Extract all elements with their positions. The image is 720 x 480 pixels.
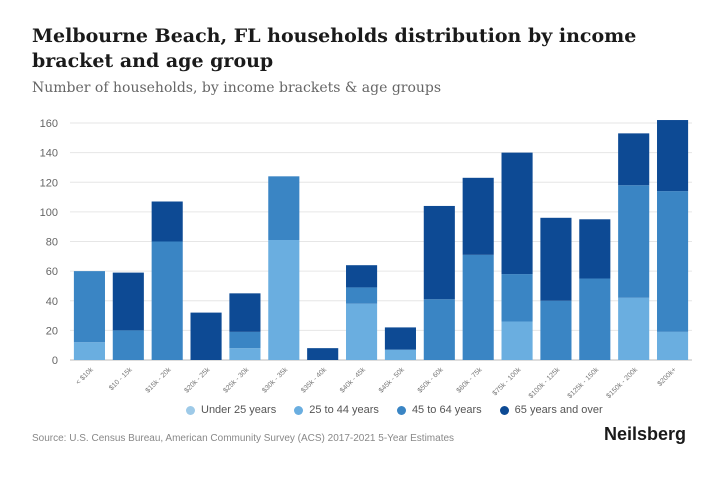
bar-segment	[151, 241, 183, 360]
x-tick-label: $45k - 50k	[378, 366, 406, 394]
y-tick-label: 100	[40, 207, 58, 219]
bar-segment	[462, 177, 494, 255]
bar-segment	[462, 254, 494, 360]
bar-segment	[268, 240, 300, 360]
x-tick-label: $15k - 20k	[145, 366, 173, 394]
legend-label: Under 25 years	[201, 404, 277, 416]
legend-swatch	[396, 405, 406, 415]
bar-segment	[657, 331, 689, 360]
bar-segment	[618, 297, 650, 360]
y-tick-label: 140	[40, 148, 58, 160]
x-tick-label: $200k+	[657, 366, 678, 387]
bar-segment	[229, 331, 261, 349]
bar-segment	[384, 349, 416, 360]
legend-label: 45 to 64 years	[411, 404, 482, 416]
y-tick-label: 120	[40, 177, 58, 189]
bar-segment	[501, 152, 533, 275]
bar-segment	[423, 299, 455, 360]
legend-swatch	[294, 405, 304, 415]
legend-label: 65 years and over	[514, 404, 603, 416]
x-tick-label: $35k - 40k	[300, 366, 328, 394]
bar-segment	[229, 348, 261, 360]
legend-swatch	[499, 405, 509, 415]
brand-logo: Neilsberg	[603, 424, 686, 444]
legend-item: 65 years and over	[499, 404, 603, 416]
chart-subtitle: Number of households, by income brackets…	[32, 80, 442, 96]
y-tick-label: 160	[40, 118, 58, 130]
bar-segment	[346, 265, 378, 288]
x-tick-label: $50k - 60k	[417, 366, 445, 394]
x-tick-label: $30k - 35k	[261, 366, 289, 394]
bar-segment	[346, 303, 378, 360]
x-tick-label: $40k - 45k	[339, 366, 367, 394]
legend-label: 25 to 44 years	[309, 404, 379, 416]
bar-segment	[657, 191, 689, 332]
bar-segment	[112, 272, 144, 331]
bar-segment	[540, 300, 572, 360]
chart-legend: Under 25 years 25 to 44 years 45 to 64 yea…	[186, 404, 606, 416]
chart-title: Melbourne Beach, FL households distribut…	[32, 25, 637, 72]
x-tick-label: $150k - 200k	[606, 366, 640, 400]
y-tick-label: 60	[46, 266, 58, 278]
bar-segment	[190, 312, 222, 360]
x-tick-label: < $10k	[75, 366, 95, 386]
bar-segment	[346, 287, 378, 304]
bar-segment	[229, 293, 261, 332]
bar-segment	[657, 120, 689, 192]
x-tick-label: $75k - 100k	[492, 366, 523, 397]
bar-segment	[268, 176, 300, 241]
x-tick-label: $125k - 150k	[567, 366, 601, 400]
bar-segment	[307, 348, 339, 360]
x-tick-label: $20k - 25k	[183, 366, 211, 394]
bar-segment	[73, 271, 105, 343]
x-tick-label: $60k - 75k	[456, 366, 484, 394]
bar-segment	[501, 321, 533, 360]
bar-segment	[423, 205, 455, 300]
legend-item: Under 25 years	[186, 404, 276, 416]
bar-segment	[151, 201, 183, 242]
bar-segment	[618, 133, 650, 186]
y-tick-label: 20	[46, 325, 58, 337]
bar-segment	[579, 278, 611, 360]
source-note: Source: U.S. Census Bureau, American Com…	[32, 433, 455, 444]
bar-segment	[579, 219, 611, 279]
x-tick-label: $10 - 15k	[108, 366, 134, 392]
bar-segment	[384, 327, 416, 350]
legend-swatch	[186, 405, 195, 415]
bar-segment	[540, 217, 572, 301]
legend-item: 45 to 64 years	[396, 404, 482, 416]
bar-segment	[501, 274, 533, 322]
y-tick-label: 40	[46, 296, 58, 308]
bar-segment	[112, 330, 144, 360]
bar-segment	[73, 342, 105, 360]
x-tick-label: $100k - 125k	[528, 366, 562, 400]
y-tick-label: 0	[52, 355, 58, 367]
y-tick-label: 80	[46, 237, 58, 249]
legend-item: 25 to 44 years	[294, 404, 379, 416]
bar-segment	[618, 185, 650, 298]
x-tick-label: $25k - 30k	[222, 366, 250, 394]
